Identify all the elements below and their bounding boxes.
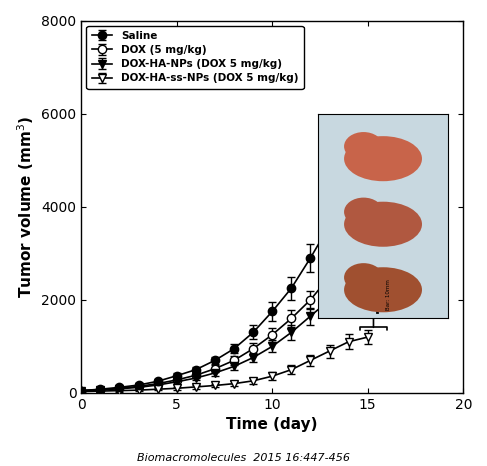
Y-axis label: Tumor volume (mm$^3$): Tumor volume (mm$^3$): [15, 116, 36, 298]
Legend: Saline, DOX (5 mg/kg), DOX-HA-NPs (DOX 5 mg/kg), DOX-HA-ss-NPs (DOX 5 mg/kg): Saline, DOX (5 mg/kg), DOX-HA-NPs (DOX 5…: [87, 26, 303, 89]
X-axis label: Time (day): Time (day): [226, 418, 318, 432]
Text: *: *: [381, 300, 391, 319]
Text: Biomacromolecules  2015 16:447-456: Biomacromolecules 2015 16:447-456: [137, 453, 350, 463]
